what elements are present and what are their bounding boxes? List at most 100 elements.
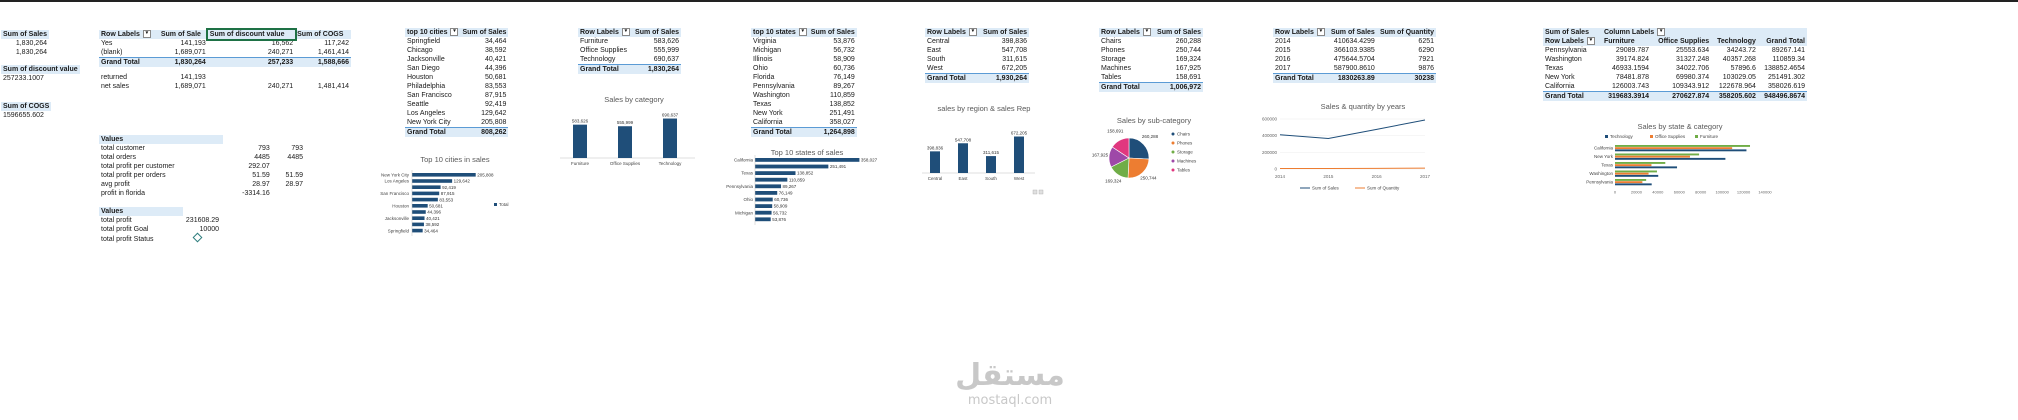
cell[interactable]: Grand Total bbox=[1545, 93, 1584, 100]
cities-bar[interactable] bbox=[412, 179, 453, 183]
table-row[interactable]: profit in florida -3314.16 bbox=[99, 189, 305, 198]
cell[interactable]: 30238 bbox=[1414, 75, 1434, 82]
row-labels-header[interactable]: Row Labels ▾ bbox=[99, 30, 159, 39]
cell[interactable]: 1830263.89 bbox=[1337, 75, 1375, 82]
cities-bar[interactable] bbox=[412, 173, 476, 177]
cell[interactable] bbox=[272, 189, 305, 198]
cell[interactable]: 366103.9385 bbox=[1333, 47, 1375, 54]
cell[interactable]: 110,859 bbox=[829, 92, 855, 99]
category-bar[interactable] bbox=[663, 118, 677, 158]
cell[interactable]: 1,588,666 bbox=[317, 59, 349, 66]
cell[interactable]: (blank) bbox=[101, 49, 123, 56]
table-row[interactable]: Florida 76,149 bbox=[751, 73, 857, 82]
cities-bar[interactable] bbox=[412, 204, 428, 208]
cogs-pivot[interactable]: Sum of COGS 1596655.602 bbox=[1, 102, 52, 120]
cell[interactable]: Illinois bbox=[753, 56, 773, 63]
statecat-bar-chart[interactable]: California New York Texas Washington Pennsyl… bbox=[1565, 134, 1775, 215]
cell[interactable]: total orders bbox=[101, 154, 137, 161]
cell[interactable]: 129,642 bbox=[481, 110, 507, 117]
cell[interactable]: 240,271 bbox=[267, 83, 294, 90]
table-row[interactable]: total profit Goal 10000 bbox=[99, 225, 221, 234]
cities-bar[interactable] bbox=[412, 228, 423, 233]
cogs-value[interactable]: 1596655.602 bbox=[3, 112, 44, 119]
cell[interactable]: 251,491 bbox=[829, 110, 855, 117]
cogs-header[interactable]: Sum of COGS bbox=[1, 102, 52, 111]
column-header[interactable]: Sum of Quantity bbox=[1379, 29, 1434, 36]
values-pivot-1[interactable]: Values total customer 793 793 total orders… bbox=[99, 135, 305, 198]
table-row[interactable]: Ohio 60,736 bbox=[751, 64, 857, 73]
table-row[interactable]: 2015 366103.9385 6290 bbox=[1273, 46, 1436, 55]
subcat-pie-chart[interactable]: 260,288 250,744 169,324 167,925 158,691 Chair… bbox=[1085, 126, 1225, 191]
filter-icon[interactable]: ▾ bbox=[1316, 28, 1325, 37]
cell[interactable]: -3314.16 bbox=[242, 190, 270, 197]
cell[interactable]: Florida bbox=[753, 74, 775, 81]
table-row[interactable]: West 672,205 bbox=[925, 64, 1029, 74]
category-bar-chart[interactable]: 583,626 Furniture 555,999 Office Supplies 69… bbox=[555, 108, 715, 168]
table-row[interactable]: Pennsylvania 89,267 bbox=[751, 82, 857, 91]
statecat-bar[interactable] bbox=[1615, 157, 1726, 160]
cell[interactable]: 89267.141 bbox=[1771, 47, 1805, 54]
cell[interactable]: 141,193 bbox=[180, 74, 206, 81]
column-header[interactable]: Sum of Sales bbox=[462, 29, 507, 36]
table-row[interactable]: Washington 110,859 bbox=[751, 91, 857, 100]
table-row[interactable]: Houston 50,681 bbox=[405, 73, 508, 82]
cell[interactable]: 44,396 bbox=[485, 65, 507, 72]
cell[interactable]: 117,242 bbox=[324, 40, 349, 47]
cell[interactable]: Grand Total bbox=[1101, 84, 1140, 91]
cell[interactable]: Virginia bbox=[753, 38, 777, 45]
row-labels-header[interactable]: Row Labels ▾ bbox=[1543, 37, 1602, 46]
cell[interactable]: 205,808 bbox=[481, 119, 507, 126]
cell[interactable]: San Diego bbox=[407, 65, 440, 72]
cell[interactable]: 103029.05 bbox=[1722, 74, 1756, 81]
cell[interactable]: 169,324 bbox=[1175, 56, 1201, 63]
cell[interactable]: 257,233 bbox=[267, 59, 294, 66]
table-row[interactable]: net sales 1,689,071 240,271 1,481,414 bbox=[99, 82, 351, 91]
cities-bar[interactable] bbox=[412, 197, 438, 202]
table-row[interactable]: (blank) 1,689,071 240,271 1,461,414 bbox=[99, 48, 351, 58]
cell[interactable]: Washington bbox=[753, 92, 790, 99]
cell[interactable]: 56,732 bbox=[833, 47, 855, 54]
cell[interactable] bbox=[272, 162, 305, 171]
cell[interactable]: 358,027 bbox=[829, 119, 855, 126]
cell[interactable]: 587900.8610 bbox=[1333, 65, 1375, 72]
table-row[interactable]: San Francisco 87,915 bbox=[405, 91, 508, 100]
cell[interactable]: Michigan bbox=[753, 47, 782, 54]
cell[interactable]: Seattle bbox=[407, 101, 429, 108]
cities-header[interactable]: top 10 cities ▾ bbox=[405, 28, 460, 37]
region-pivot[interactable]: Row Labels ▾ Sum of Sales Central 398,836 Ea… bbox=[925, 28, 1029, 83]
cell[interactable]: Washington bbox=[1545, 56, 1582, 63]
cell[interactable]: 110859.34 bbox=[1772, 56, 1805, 63]
cell[interactable]: 547,708 bbox=[1001, 47, 1027, 54]
statecat-bar[interactable] bbox=[1615, 179, 1647, 181]
discount-pivot[interactable]: Sum of discount value 257233.1007 bbox=[1, 65, 80, 83]
filter-icon[interactable]: ▾ bbox=[1586, 37, 1595, 46]
table-row[interactable]: Central 398,836 bbox=[925, 37, 1029, 46]
table-row[interactable]: total profit Status bbox=[99, 232, 221, 244]
cell[interactable]: New York City bbox=[407, 119, 451, 126]
cell[interactable]: 358026.619 bbox=[1768, 83, 1805, 90]
cell[interactable]: New York bbox=[1545, 74, 1575, 81]
grand-total-row[interactable]: Grand Total 808,262 bbox=[405, 127, 509, 137]
cell[interactable]: avg profit bbox=[101, 181, 130, 188]
cell[interactable] bbox=[208, 73, 295, 82]
statecat-bar[interactable] bbox=[1615, 149, 1747, 152]
category-bar[interactable] bbox=[573, 124, 587, 158]
years-line-chart[interactable]: 0 200000 400000 600000 2014 2015 2016 2017 Sum o… bbox=[1240, 115, 1460, 195]
cell[interactable]: 398,836 bbox=[1001, 38, 1027, 45]
years-series-line[interactable] bbox=[1279, 119, 1426, 139]
table-row[interactable]: San Diego 44,396 bbox=[405, 64, 508, 73]
cell[interactable]: 122678.964 bbox=[1718, 83, 1756, 90]
cities-bar[interactable] bbox=[412, 185, 441, 189]
cell[interactable]: Grand Total bbox=[407, 129, 446, 136]
cell[interactable]: total profit per orders bbox=[101, 172, 166, 179]
statecat-bar[interactable] bbox=[1615, 181, 1643, 184]
statecat-bar[interactable] bbox=[1615, 145, 1751, 147]
region-bar[interactable] bbox=[930, 151, 940, 173]
cell[interactable]: total profit per customer bbox=[101, 163, 175, 170]
column-header[interactable]: Sum of Sales bbox=[983, 29, 1027, 36]
table-row[interactable]: total profit per orders 51.59 51.59 bbox=[99, 171, 305, 180]
column-header[interactable]: Sum of Sale bbox=[160, 31, 201, 38]
cell[interactable]: Texas bbox=[1545, 65, 1564, 72]
column-header[interactable]: Grand Total bbox=[1766, 38, 1805, 45]
states-bar[interactable] bbox=[755, 158, 860, 162]
